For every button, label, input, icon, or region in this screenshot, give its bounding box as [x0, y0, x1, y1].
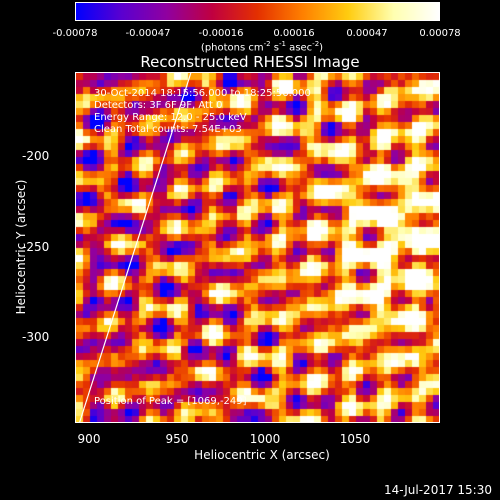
colorbar-tick-label: 0.00078 — [419, 28, 461, 39]
annotation-energy-range: Energy Range: 12.0 - 25.0 keV — [94, 112, 247, 123]
plot-area: 30-Oct-2014 18:15:56.000 to 18:25:56.000… — [75, 72, 440, 423]
x-tick-label: 1050 — [339, 432, 371, 446]
timestamp: 14-Jul-2017 15:30 — [383, 483, 492, 497]
colorbar-tick-label: -0.00016 — [198, 28, 244, 39]
colorbar-tick-label: -0.00078 — [52, 28, 98, 39]
colorbar-tick-label: 0.00016 — [273, 28, 315, 39]
heatmap-image — [76, 73, 439, 422]
annotation-time-range: 30-Oct-2014 18:15:56.000 to 18:25:56.000 — [94, 88, 311, 99]
annotation-clean-counts: Clean Total counts: 7.54E+03 — [94, 124, 242, 135]
colorbar — [75, 2, 440, 21]
x-axis-label: Heliocentric X (arcsec) — [194, 448, 330, 462]
y-tick-label: -250 — [22, 240, 50, 254]
y-tick-label: -200 — [22, 149, 50, 163]
solar-limb-overlay — [79, 73, 192, 422]
y-axis-label: Heliocentric Y (arcsec) — [14, 179, 28, 315]
peak-position-label: Position of Peak = [1069,-249] — [94, 396, 247, 407]
y-tick-label: -300 — [22, 330, 50, 344]
x-tick-label: 900 — [77, 432, 101, 446]
chart-title: Reconstructed RHESSI Image — [140, 53, 360, 71]
annotation-detectors: Detectors: 3F 6F 9F, Att 0 — [94, 100, 223, 111]
colorbar-tick-label: -0.00047 — [125, 28, 171, 39]
solar-limb-line — [79, 73, 192, 422]
x-tick-label: 950 — [165, 432, 189, 446]
x-tick-label: 1000 — [249, 432, 281, 446]
colorbar-tick-label: 0.00047 — [346, 28, 388, 39]
colorbar-unit-label: (photons cm-2 s-1 asec-2) — [200, 40, 324, 54]
